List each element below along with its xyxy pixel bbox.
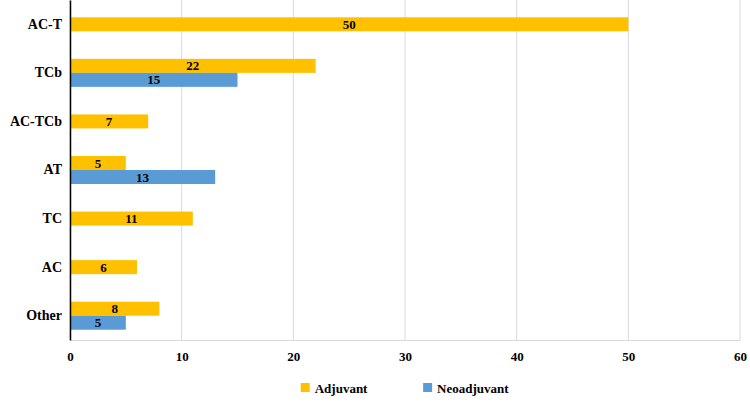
legend-item: Neoadjuvant xyxy=(423,381,509,396)
data-label: 11 xyxy=(125,211,137,226)
data-label: 6 xyxy=(100,260,107,275)
x-tick-label: 50 xyxy=(622,349,635,364)
grid-line xyxy=(516,0,517,340)
y-tick: TCb xyxy=(35,65,70,80)
y-axis: AC-T TCb AC-TCb AT TC AC Other xyxy=(10,1,71,341)
y-tick: Other xyxy=(26,308,70,323)
legend-item: Adjuvant xyxy=(301,381,368,396)
bars xyxy=(70,17,628,329)
bar xyxy=(70,260,137,274)
bar xyxy=(70,302,159,316)
grid-line xyxy=(70,0,71,340)
y-tick: AT xyxy=(44,162,70,177)
plot: 0102030405060502215751311685AC-TTCbAC-TC… xyxy=(10,0,747,364)
y-axis-line xyxy=(70,1,72,341)
x-tick: 30 xyxy=(399,340,412,364)
grid-line xyxy=(628,0,629,340)
x-tick-label: 0 xyxy=(67,349,74,364)
chart: 0102030405060502215751311685AC-TTCbAC-TC… xyxy=(0,0,750,402)
y-tick: AC-TCb xyxy=(10,114,70,129)
x-tick-label: 40 xyxy=(511,349,524,364)
x-axis: 0 10 20 30 40 50 60 xyxy=(67,340,747,364)
grid-line xyxy=(740,0,741,340)
data-label: 22 xyxy=(186,58,199,73)
y-tick-label: AT xyxy=(44,162,63,177)
data-labels: 502215751311685 xyxy=(95,17,356,330)
x-tick: 10 xyxy=(176,340,189,364)
x-tick-label: 60 xyxy=(734,349,747,364)
data-label: 50 xyxy=(343,17,356,32)
x-tick-label: 20 xyxy=(287,349,300,364)
bar xyxy=(70,170,215,184)
bar xyxy=(70,17,628,31)
x-tick: 20 xyxy=(287,340,300,364)
data-label: 5 xyxy=(95,315,102,330)
y-tick-label: TC xyxy=(43,211,62,226)
x-tick: 60 xyxy=(734,340,747,364)
bar xyxy=(70,114,148,128)
bar xyxy=(70,73,238,87)
x-tick: 0 xyxy=(67,340,74,364)
grid-line xyxy=(293,0,294,340)
y-tick-label: AC-TCb xyxy=(10,114,62,129)
x-tick: 50 xyxy=(622,340,635,364)
y-tick: AC-T xyxy=(28,17,70,32)
data-label: 13 xyxy=(136,170,150,185)
y-tick: TC xyxy=(43,211,70,226)
grid xyxy=(70,0,740,340)
bar xyxy=(70,212,193,226)
y-tick-label: AC xyxy=(42,260,62,275)
bar xyxy=(70,316,126,330)
grid-line xyxy=(405,0,406,340)
bar xyxy=(70,156,126,170)
legend-swatch xyxy=(301,383,310,392)
data-label: 8 xyxy=(111,301,118,316)
y-tick-label: TCb xyxy=(35,65,62,80)
x-tick: 40 xyxy=(511,340,524,364)
y-tick-label: AC-T xyxy=(28,17,63,32)
data-label: 7 xyxy=(106,114,113,129)
legend-label: Neoadjuvant xyxy=(437,381,509,396)
x-tick-label: 10 xyxy=(176,349,189,364)
x-tick-label: 30 xyxy=(399,349,412,364)
x-axis-line xyxy=(71,340,741,341)
legend-label: Adjuvant xyxy=(315,381,368,396)
bar xyxy=(70,59,316,73)
legend: Adjuvant Neoadjuvant xyxy=(301,381,510,396)
y-tick: AC xyxy=(42,260,70,275)
data-label: 5 xyxy=(95,156,102,171)
y-tick-label: Other xyxy=(26,308,62,323)
data-label: 15 xyxy=(147,72,161,87)
legend-swatch xyxy=(423,383,432,392)
